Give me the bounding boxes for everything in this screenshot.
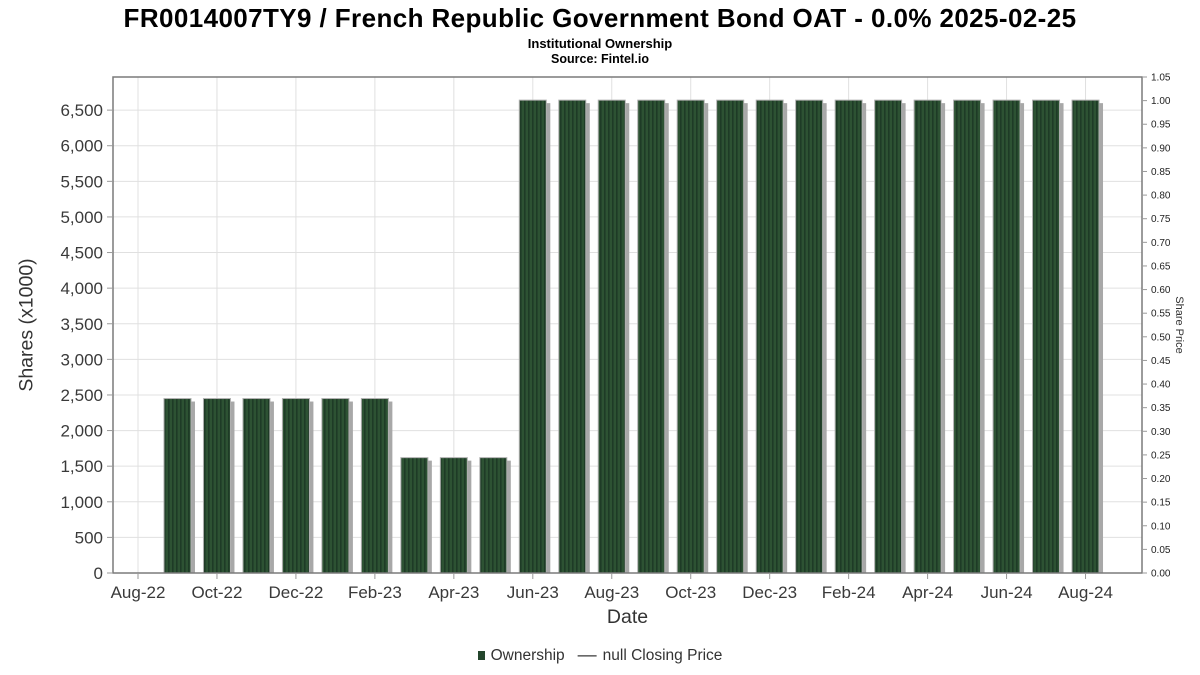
y-tick-label-right: 0.45 (1151, 356, 1171, 367)
ownership-bar-Jul-23[interactable] (558, 99, 587, 574)
x-tick-label: Aug-24 (1058, 583, 1113, 602)
x-tick-label: Aug-23 (584, 583, 639, 602)
ownership-bar-Nov-23[interactable] (716, 99, 745, 574)
x-tick-label: Apr-24 (902, 583, 953, 602)
y-tick-label-left: 4,500 (60, 244, 103, 263)
x-tick-label: Aug-22 (111, 583, 166, 602)
legend: Ownership — null Closing Price (0, 646, 1200, 665)
ownership-bar-Jun-23[interactable] (518, 99, 547, 574)
legend-item-closing-price[interactable]: — null Closing Price (578, 646, 723, 665)
y-axis-label-left: Shares (x1000) (15, 258, 38, 392)
legend-label-closing-price: null Closing Price (602, 646, 723, 664)
ownership-bar-Oct-23[interactable] (676, 99, 705, 574)
y-tick-label-right: 0.00 (1151, 569, 1171, 580)
y-tick-label-left: 5,500 (60, 172, 103, 191)
y-tick-label-right: 0.25 (1151, 450, 1171, 461)
y-tick-label-right: 0.10 (1151, 521, 1171, 532)
y-tick-label-right: 0.35 (1151, 403, 1171, 414)
y-tick-label-left: 6,500 (60, 101, 103, 120)
y-tick-label-left: 0 (94, 564, 103, 583)
chart-subtitle: Institutional Ownership (527, 36, 673, 51)
ownership-bar-Feb-24[interactable] (834, 99, 863, 574)
ownership-bar-Dec-23[interactable] (755, 99, 784, 574)
x-tick-label: Apr-23 (428, 583, 479, 602)
y-tick-label-right: 0.80 (1151, 191, 1171, 202)
y-tick-label-right: 0.30 (1151, 427, 1171, 438)
ownership-bar-Dec-22[interactable] (281, 398, 310, 574)
source-note: Source: Fintel.io (551, 52, 649, 66)
ownership-bar-Sep-23[interactable] (637, 99, 666, 574)
y-tick-label-left: 5,000 (60, 208, 103, 227)
plot-border (112, 76, 1143, 574)
ownership-bar-May-23[interactable] (479, 457, 508, 574)
y-tick-label-right: 0.90 (1151, 143, 1171, 154)
y-tick-label-right: 0.65 (1151, 261, 1171, 272)
ownership-bar-May-24[interactable] (953, 99, 982, 574)
y-tick-label-right: 0.60 (1151, 285, 1171, 296)
ownership-bar-Jun-24[interactable] (992, 99, 1021, 574)
y-tick-label-right: 0.95 (1151, 120, 1171, 131)
y-tick-label-right: 0.40 (1151, 380, 1171, 391)
closing-price-line-marker-icon: — (577, 645, 597, 666)
ownership-bar-Aug-24[interactable] (1071, 99, 1100, 574)
y-tick-label-left: 2,000 (60, 422, 103, 441)
y-tick-label-right: 0.20 (1151, 474, 1171, 485)
legend-item-ownership[interactable]: Ownership (477, 646, 565, 665)
y-tick-label-left: 1,500 (60, 457, 103, 476)
ownership-bar-Jan-23[interactable] (321, 398, 350, 574)
ownership-bar-Oct-22[interactable] (202, 398, 231, 574)
y-tick-label-right: 0.70 (1151, 238, 1171, 249)
ownership-bar-Mar-24[interactable] (874, 99, 903, 574)
y-tick-label-right: 1.05 (1151, 73, 1171, 84)
y-tick-label-left: 3,500 (60, 315, 103, 334)
x-axis-label: Date (606, 606, 649, 628)
ownership-bar-Mar-23[interactable] (400, 457, 429, 574)
y-tick-label-right: 0.05 (1151, 545, 1171, 556)
y-tick-label-left: 500 (75, 528, 103, 547)
legend-label-ownership: Ownership (490, 646, 565, 664)
y-tick-label-right: 0.75 (1151, 214, 1171, 225)
y-tick-label-left: 1,000 (60, 493, 103, 512)
y-tick-label-right: 0.85 (1151, 167, 1171, 178)
ownership-bar-Feb-23[interactable] (360, 398, 389, 574)
y-axis-label-right: Share Price (1173, 296, 1185, 354)
ownership-bar-Apr-23[interactable] (439, 457, 468, 574)
y-tick-label-right: 0.55 (1151, 309, 1171, 320)
y-tick-label-right: 0.50 (1151, 332, 1171, 343)
ownership-bar-Aug-23[interactable] (597, 99, 626, 574)
chart-title: FR0014007TY9 / French Republic Governmen… (123, 3, 1077, 33)
y-tick-label-right: 1.00 (1151, 96, 1171, 107)
x-tick-label: Feb-23 (348, 583, 402, 602)
ownership-bar-Sep-22[interactable] (163, 398, 192, 574)
ownership-bar-Nov-22[interactable] (242, 398, 271, 574)
x-tick-label: Dec-23 (742, 583, 797, 602)
ownership-bar-Jan-24[interactable] (795, 99, 824, 574)
x-tick-label: Feb-24 (822, 583, 876, 602)
ownership-series-swatch-icon (477, 651, 485, 660)
ownership-bar-Jul-24[interactable] (1032, 99, 1061, 574)
y-tick-label-left: 4,000 (60, 279, 103, 298)
y-tick-label-left: 3,000 (60, 350, 103, 369)
y-tick-label-right: 0.15 (1151, 498, 1171, 509)
y-tick-label-left: 6,000 (60, 137, 103, 156)
x-tick-label: Jun-24 (981, 583, 1033, 602)
ownership-bar-Apr-24[interactable] (913, 99, 942, 574)
x-tick-label: Oct-22 (191, 583, 242, 602)
y-tick-label-left: 2,500 (60, 386, 103, 405)
x-tick-label: Dec-22 (269, 583, 324, 602)
x-tick-label: Jun-23 (507, 583, 559, 602)
x-tick-label: Oct-23 (665, 583, 716, 602)
